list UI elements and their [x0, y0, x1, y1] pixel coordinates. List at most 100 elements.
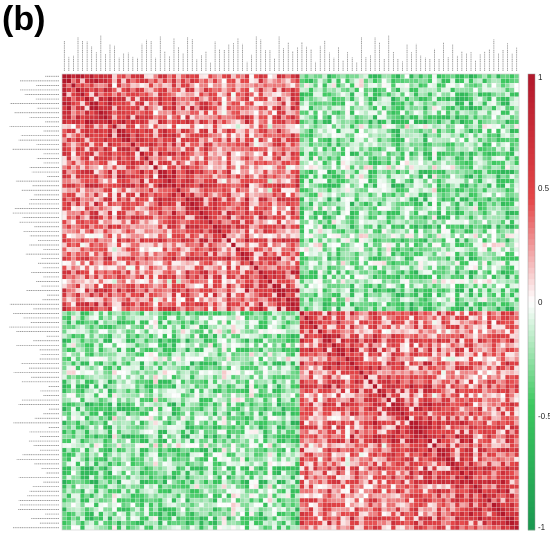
heatmap-cell — [395, 137, 401, 143]
heatmap-cell — [358, 196, 364, 202]
heatmap-cell — [75, 224, 81, 230]
heatmap-cell — [381, 165, 387, 170]
heatmap-cell — [130, 178, 136, 184]
heatmap-cell — [299, 142, 305, 148]
heatmap-cell — [372, 105, 378, 111]
heatmap-cell — [432, 169, 437, 175]
heatmap-cell — [299, 238, 305, 243]
heatmap-cell — [230, 146, 236, 152]
heatmap-cell — [514, 114, 520, 120]
heatmap-cell — [340, 283, 346, 289]
heatmap-cell — [103, 142, 108, 148]
heatmap-cell — [404, 169, 410, 175]
heatmap-cell — [166, 124, 172, 129]
heatmap-cell — [486, 247, 492, 252]
heatmap-cell — [230, 274, 236, 280]
heatmap-cell — [422, 196, 428, 202]
heatmap-cell — [80, 105, 85, 111]
heatmap-cell — [281, 92, 287, 97]
heatmap-cell — [473, 174, 478, 180]
heatmap-cell — [486, 219, 492, 225]
heatmap-cell — [171, 279, 177, 284]
heatmap-cell — [505, 96, 510, 102]
heatmap-cell — [432, 133, 437, 138]
heatmap-cell — [144, 238, 149, 243]
heatmap-cell — [326, 279, 332, 284]
heatmap-cell — [331, 174, 337, 180]
heatmap-cell — [226, 78, 232, 84]
heatmap-cell — [134, 260, 140, 266]
heatmap-cell — [500, 92, 506, 97]
heatmap-cell — [180, 210, 186, 216]
heatmap-cell — [372, 155, 378, 161]
heatmap-cell — [130, 142, 136, 148]
heatmap-cell — [208, 206, 213, 211]
heatmap-cell — [203, 233, 209, 239]
heatmap-cell — [285, 260, 291, 266]
heatmap-cell — [107, 82, 113, 88]
heatmap-cell — [358, 279, 364, 284]
heatmap-cell — [313, 133, 319, 138]
heatmap-cell — [299, 187, 305, 193]
heatmap-cell — [162, 238, 168, 243]
heatmap-cell — [262, 274, 268, 280]
heatmap-cell — [71, 87, 76, 93]
heatmap-cell — [308, 288, 314, 294]
heatmap-cell — [285, 87, 291, 93]
heatmap-cell — [445, 160, 451, 166]
heatmap-cell — [93, 201, 99, 207]
heatmap-cell — [61, 165, 67, 170]
heatmap-cell — [445, 105, 451, 111]
heatmap-cell — [212, 283, 218, 289]
heatmap-cell — [418, 146, 424, 152]
heatmap-cell — [509, 210, 515, 216]
heatmap-cell — [340, 183, 346, 189]
heatmap-cell — [98, 224, 104, 230]
heatmap-cell — [148, 238, 154, 243]
heatmap-cell — [450, 233, 456, 239]
heatmap-cell — [84, 233, 90, 239]
heatmap-cell — [249, 101, 255, 107]
heatmap-cell — [422, 82, 428, 88]
heatmap-cell — [464, 206, 469, 211]
heatmap-cell — [363, 174, 369, 180]
heatmap-cell — [381, 128, 387, 134]
heatmap-cell — [422, 142, 428, 148]
heatmap-cell — [272, 73, 277, 79]
heatmap-cell — [134, 137, 140, 143]
heatmap-cell — [482, 201, 488, 207]
heatmap-cell — [116, 279, 122, 284]
heatmap-cell — [354, 265, 360, 271]
heatmap-cell — [144, 206, 149, 211]
heatmap-cell — [125, 279, 131, 284]
heatmap-cell — [482, 238, 488, 243]
heatmap-cell — [244, 73, 250, 79]
heatmap-cell — [299, 101, 305, 107]
heatmap-cell — [180, 73, 186, 79]
heatmap-cell — [477, 183, 483, 189]
heatmap-cell — [244, 187, 250, 193]
heatmap-cell — [450, 119, 456, 125]
heatmap-cell — [336, 251, 341, 257]
heatmap-cell — [409, 265, 415, 271]
heatmap-cell — [313, 242, 319, 248]
heatmap-cell — [71, 137, 76, 143]
heatmap-cell — [390, 183, 396, 189]
heatmap-cell — [482, 187, 488, 193]
heatmap-cell — [116, 101, 122, 107]
heatmap-cell — [93, 96, 99, 102]
heatmap-cell — [180, 274, 186, 280]
heatmap-cells — [61, 73, 520, 531]
heatmap-cell — [180, 137, 186, 143]
heatmap-cell — [272, 178, 277, 184]
heatmap-cell — [153, 96, 159, 102]
heatmap-cell — [272, 146, 277, 152]
heatmap-cell — [400, 269, 405, 275]
heatmap-cell — [349, 178, 355, 184]
heatmap-cell — [514, 105, 520, 111]
heatmap-cell — [80, 114, 85, 120]
heatmap-cell — [464, 201, 469, 207]
heatmap-cell — [290, 274, 296, 280]
heatmap-cell — [230, 210, 236, 216]
heatmap-cell — [363, 155, 369, 161]
